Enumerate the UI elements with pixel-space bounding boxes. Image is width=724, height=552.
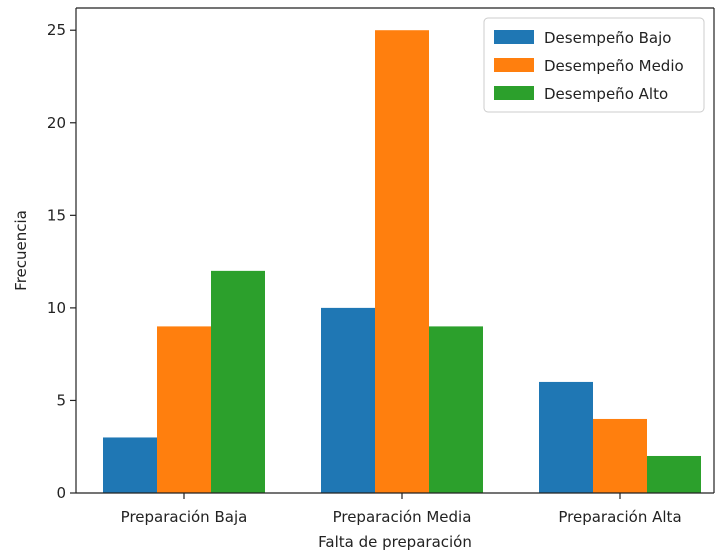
x-axis-label: Falta de preparación <box>318 533 472 551</box>
legend-swatch <box>494 86 534 100</box>
legend: Desempeño Bajo Desempeño Medio Desempeño A… <box>483 17 705 113</box>
bar-2-2 <box>647 455 701 493</box>
y-tick-label: 15 <box>47 206 66 224</box>
legend-label: Desempeño Alto <box>544 85 668 103</box>
bar-2-1 <box>429 326 483 493</box>
y-tick-label: 10 <box>47 299 66 317</box>
bar-0-0 <box>103 437 157 493</box>
bar-2-0 <box>211 270 265 493</box>
y-tick-label: 25 <box>47 21 66 39</box>
y-axis-label: Frecuencia <box>12 210 30 291</box>
legend-label: Desempeño Bajo <box>544 29 671 47</box>
bar-1-2 <box>593 418 647 493</box>
axes-layer: 0 5 10 15 20 25 Preparación Baja Preparación Me… <box>47 7 715 526</box>
legend-swatch <box>494 58 534 72</box>
x-tick-label: Preparación Alta <box>558 508 681 526</box>
bar-0-1 <box>321 307 375 493</box>
y-tick-label: 0 <box>56 484 66 502</box>
y-tick-label: 5 <box>56 391 66 409</box>
legend-swatch <box>494 30 534 44</box>
y-tick-label: 20 <box>47 114 66 132</box>
x-tick-label: Preparación Media <box>333 508 472 526</box>
legend-label: Desempeño Medio <box>544 57 684 75</box>
legend-frame <box>483 17 705 113</box>
bar-1-0 <box>157 326 211 493</box>
bars-layer <box>103 30 701 493</box>
bar-1-1 <box>375 30 429 493</box>
bar-0-2 <box>539 381 593 493</box>
x-tick-label: Preparación Baja <box>121 508 248 526</box>
